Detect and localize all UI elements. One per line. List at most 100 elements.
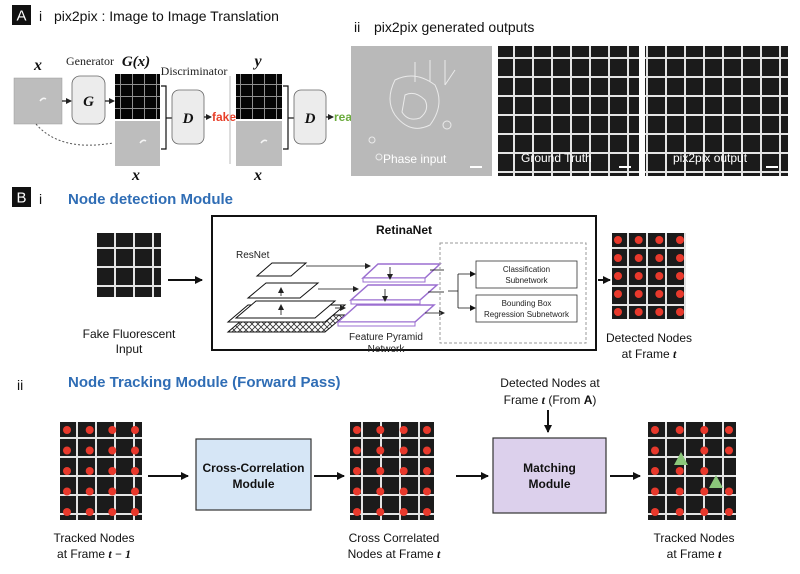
node-marker — [725, 446, 733, 455]
node-marker — [63, 487, 71, 496]
bbox-label-1: Bounding Box — [502, 299, 552, 308]
node-marker — [725, 426, 733, 434]
input-image-x-bottom-2 — [236, 121, 282, 166]
cross-correlated-caption-2: Nodes at Frame t — [348, 547, 441, 561]
fake-fluorescent-caption-2: Input — [116, 342, 143, 356]
phase-input-cells — [368, 60, 456, 161]
node-marker — [676, 308, 684, 316]
node-marker — [614, 290, 622, 298]
cross-correlated-caption-1: Cross Correlated — [349, 531, 440, 545]
node-marker — [108, 508, 117, 516]
fake-fluorescent-caption-1: Fake Fluorescent — [83, 327, 176, 341]
node-marker — [353, 426, 361, 434]
cross-correlated-nodes — [353, 426, 431, 516]
node-marker — [399, 487, 408, 496]
bbox-label-2: Regression Subnetwork — [484, 310, 570, 319]
node-marker — [634, 272, 643, 280]
node-marker — [63, 467, 71, 475]
section-a-i-title: pix2pix : Image to Image Translation — [54, 8, 279, 24]
phase-input-image — [351, 46, 492, 176]
node-marker — [423, 467, 431, 475]
node-marker — [725, 508, 733, 516]
resnet-layer-3 — [234, 300, 337, 319]
node-marker — [634, 308, 643, 316]
pix2pix-output-caption: pix2pix output — [673, 151, 748, 165]
section-a-letter: A — [16, 8, 26, 25]
classification-label-1: Classification — [503, 265, 550, 274]
node-marker — [399, 426, 408, 434]
node-marker — [676, 290, 684, 298]
node-marker — [85, 426, 94, 434]
node-marker — [85, 467, 94, 475]
node-marker — [108, 467, 117, 475]
node-marker — [651, 426, 659, 434]
node-marker — [614, 308, 622, 316]
tracked-frame-t-caption-2: at Frame t — [667, 547, 722, 561]
section-b: B i Node detection Module Fake Fluoresce… — [12, 187, 736, 561]
node-marker — [676, 236, 684, 244]
detected-nodes-from-a-line-2: Frame t (From A) — [504, 393, 597, 407]
real-label: real — [334, 110, 355, 124]
detected-nodes-image — [612, 233, 686, 319]
gx-label: G(x) — [122, 54, 150, 70]
classification-label-2: Subnetwork — [505, 276, 548, 285]
node-marker — [63, 508, 71, 516]
frame-t-minus-1-caption-2: at Frame t − 1 — [57, 547, 131, 561]
node-marker — [614, 254, 622, 262]
node-marker — [108, 446, 117, 455]
frame-t-minus-1-caption-1: Tracked Nodes — [54, 531, 135, 545]
fpn-label-2: Network — [368, 344, 406, 355]
node-marker — [423, 487, 431, 496]
generator-label: Generator — [66, 54, 114, 68]
new-node-triangle-2 — [709, 475, 723, 488]
x-label-bottom-2: x — [253, 167, 262, 184]
tracked-frame-t-nodes — [651, 426, 733, 516]
y-label: y — [252, 53, 262, 70]
node-marker — [376, 467, 385, 475]
section-a-letter-box — [12, 5, 31, 25]
node-marker — [725, 487, 733, 496]
node-marker — [376, 508, 385, 516]
input-image-x — [14, 78, 62, 124]
matching-label-1: Matching — [523, 461, 576, 475]
frame-t-minus-1-image — [60, 422, 142, 520]
node-marker — [376, 446, 385, 455]
frame-t-minus-1-nodes — [63, 426, 139, 516]
node-marker — [131, 508, 139, 516]
matching-label-2: Module — [529, 477, 571, 491]
section-b-letter: B — [16, 190, 26, 207]
node-marker — [700, 426, 709, 434]
bbox-regression-subnetwork-box — [475, 294, 578, 323]
section-a-ii-title: pix2pix generated outputs — [374, 19, 534, 35]
node-marker — [423, 426, 431, 434]
generator-box — [71, 75, 106, 125]
node-marker — [353, 467, 361, 475]
resnet-label: ResNet — [236, 250, 270, 261]
node-marker — [700, 508, 709, 516]
node-marker — [108, 426, 117, 434]
node-marker — [353, 508, 361, 516]
node-marker — [651, 508, 659, 516]
node-marker — [63, 426, 71, 434]
dashed-connector — [35, 123, 114, 146]
node-marker — [63, 446, 71, 455]
node-marker — [131, 426, 139, 434]
node-marker — [131, 487, 139, 496]
node-marker — [376, 487, 385, 496]
detected-nodes-markers — [614, 236, 684, 316]
fake-fluorescent-image — [97, 233, 161, 297]
node-marker — [376, 426, 385, 434]
node-marker — [131, 446, 139, 455]
retinanet-title: RetinaNet — [376, 223, 432, 237]
generated-image-gx — [115, 74, 160, 119]
node-marker — [614, 236, 622, 244]
node-marker — [85, 446, 94, 455]
section-b-ii-title: Node Tracking Module (Forward Pass) — [68, 374, 341, 391]
x-label-top: x — [33, 57, 42, 74]
node-marker — [423, 508, 431, 516]
ground-truth-caption: Ground Truth — [521, 151, 592, 165]
tracked-frame-t-caption-1: Tracked Nodes — [654, 531, 735, 545]
detected-nodes-caption-2: at Frame t — [622, 347, 677, 361]
real-image-y — [236, 74, 282, 119]
node-marker — [651, 487, 659, 496]
